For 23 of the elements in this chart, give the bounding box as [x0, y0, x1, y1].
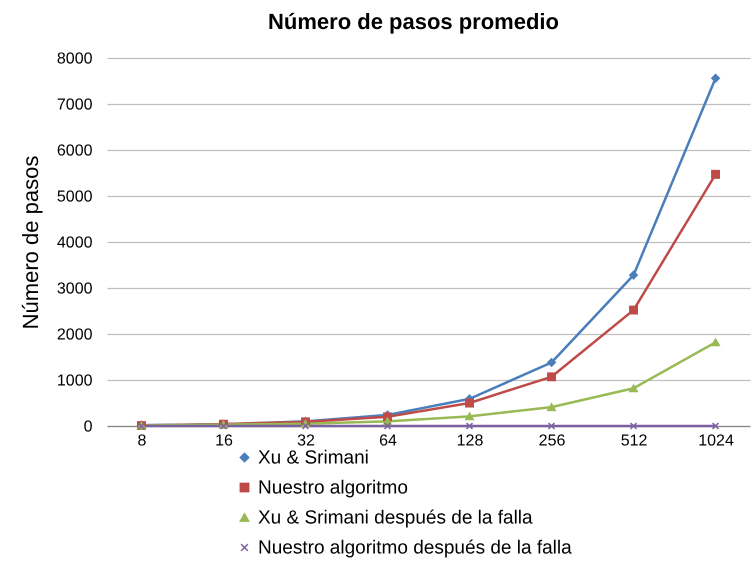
y-tick-label: 5000 [56, 188, 93, 206]
y-tick-label: 3000 [56, 280, 93, 298]
y-tick-label: 6000 [56, 142, 93, 160]
x-tick-label: 64 [379, 432, 397, 450]
x-tick-label: 8 [137, 432, 146, 450]
y-tick-label: 0 [84, 418, 93, 436]
y-tick-label: 4000 [56, 234, 93, 252]
x-tick-label: 128 [456, 432, 484, 450]
x-tick-label: 256 [538, 432, 566, 450]
legend-label: Nuestro algoritmo después de la falla [258, 538, 572, 558]
y-tick-label: 2000 [56, 326, 93, 344]
legend-label: Xu & Srimani [258, 448, 369, 468]
y-axis-title: Número de pasos [18, 156, 43, 330]
chart-title: Número de pasos promedio [268, 9, 559, 34]
legend-label: Xu & Srimani después de la falla [258, 508, 534, 528]
y-tick-label: 7000 [56, 96, 93, 114]
x-tick-label: 16 [215, 432, 233, 450]
x-tick-label: 512 [620, 432, 648, 450]
y-tick-label: 8000 [56, 50, 93, 68]
x-tick-label: 32 [297, 432, 315, 450]
y-tick-label: 1000 [56, 372, 93, 390]
x-tick-label: 1024 [698, 432, 734, 450]
legend-label: Nuestro algoritmo [258, 478, 408, 498]
